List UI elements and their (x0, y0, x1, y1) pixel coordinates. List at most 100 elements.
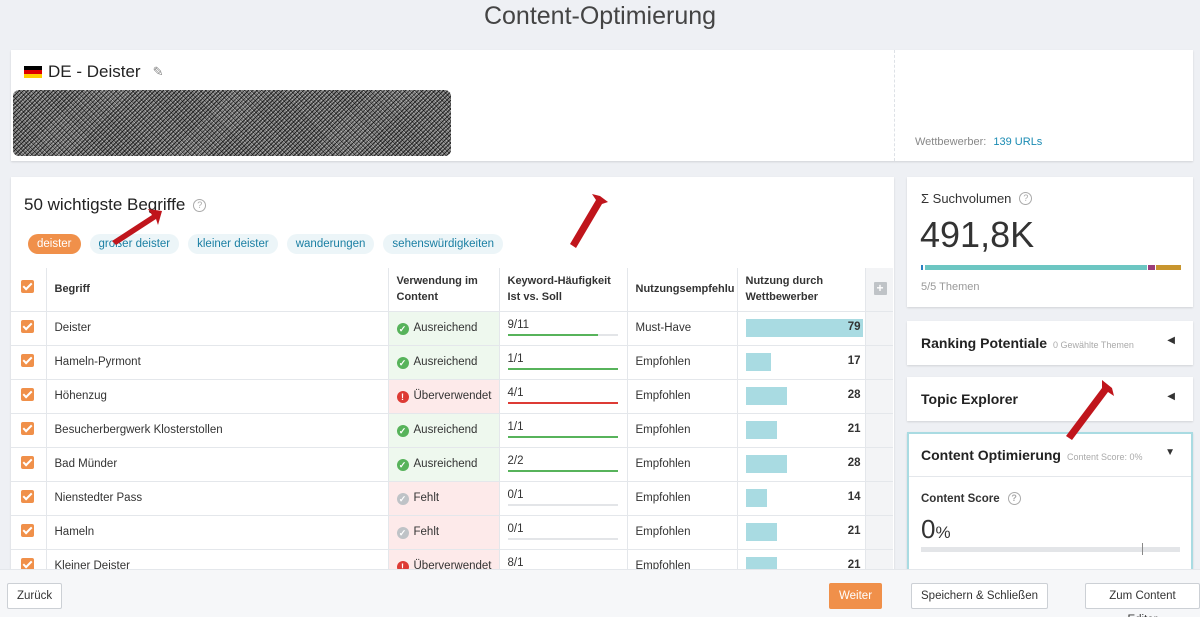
volume-segment (1155, 265, 1156, 270)
row-checkbox[interactable] (21, 524, 34, 537)
volume-segment (923, 265, 925, 270)
section-title: 50 wichtigste Begriffe ? (24, 195, 207, 215)
ranking-potential-panel[interactable]: Ranking Potentiale 0 Gewählte Themen ◀ (907, 321, 1193, 365)
column-header-usage-l2: Content (396, 291, 439, 304)
terms-card: 50 wichtigste Begriffe ? deister großer … (11, 177, 894, 569)
usage-cell: ! Überverwendet (388, 379, 500, 414)
row-checkbox-cell (11, 413, 47, 448)
caret-left-icon[interactable]: ◀ (1167, 335, 1175, 346)
column-header-recommendation[interactable]: Nutzungsempfehlu (627, 268, 738, 312)
term-cell: Kleiner Deister (46, 549, 389, 569)
frequency-bar (507, 470, 618, 472)
table-row[interactable]: Nienstedter Pass ✓ Fehlt 0/1 Empfohlen 14 (11, 481, 893, 516)
row-checkbox[interactable] (21, 354, 34, 367)
caret-down-icon[interactable]: ▼ (1165, 447, 1175, 458)
row-checkbox[interactable] (21, 558, 34, 569)
save-close-button[interactable]: Speichern & Schließen (911, 583, 1048, 609)
table-row[interactable]: Deister ✓ Ausreichend 9/11 Must-Have 79 (11, 311, 893, 346)
recommendation-cell: Empfohlen (627, 345, 738, 380)
footer-bar: Zurück Weiter Speichern & Schließen Zum … (0, 569, 1200, 617)
competitor-usage-value: 28 (847, 457, 861, 469)
next-button[interactable]: Weiter (829, 583, 883, 609)
frequency-wrap: 2/2 (507, 453, 618, 475)
term-cell: Deister (46, 311, 389, 346)
back-button[interactable]: Zurück (7, 583, 63, 609)
redacted-area (13, 90, 451, 156)
term-cell: Besucherbergwerk Klosterstollen (46, 413, 389, 448)
column-header-comp-l2: Wettbewerber (745, 291, 819, 304)
competitor-usage-value: 79 (847, 321, 861, 333)
frequency-fill (507, 436, 618, 438)
competitor-usage-value: 14 (847, 491, 861, 503)
recommendation-cell: Empfohlen (627, 413, 738, 448)
caret-left-icon[interactable]: ◀ (1167, 391, 1175, 402)
column-header-usage[interactable]: Verwendung im Content (388, 268, 500, 312)
topic-tag[interactable]: sehenswürdigkeiten (383, 234, 504, 254)
usage-cell: ✓ Ausreichend (388, 311, 500, 346)
status-icon: ! (396, 560, 409, 569)
frequency-cell: 9/11 (499, 311, 628, 346)
add-column-plus-icon[interactable]: + (873, 282, 887, 296)
topic-explorer-panel[interactable]: Topic Explorer ◀ (907, 377, 1193, 421)
table-row[interactable]: Hameln ✓ Fehlt 0/1 Empfohlen 21 (11, 515, 893, 550)
content-score-value: 0% (921, 514, 951, 545)
row-checkbox[interactable] (21, 456, 34, 469)
usage-cell: ✓ Ausreichend (388, 413, 500, 448)
frequency-wrap: 9/11 (507, 317, 618, 339)
competitor-usage-value: 21 (847, 559, 861, 569)
row-checkbox[interactable] (21, 320, 34, 333)
term-cell: Höhenzug (46, 379, 389, 414)
select-all-checkbox[interactable] (21, 280, 34, 294)
frequency-bar (507, 368, 618, 370)
row-checkbox[interactable] (21, 490, 34, 503)
table-row[interactable]: Höhenzug ! Überverwendet 4/1 Empfohlen 28 (11, 379, 893, 414)
competitor-usage-bar (745, 455, 787, 473)
content-optimization-title[interactable]: Content Optimierung Content Score: 0% (921, 447, 1143, 463)
table-row[interactable]: Kleiner Deister ! Überverwendet 8/1 Empfo… (11, 549, 893, 569)
term-cell: Hameln (46, 515, 389, 550)
term-cell: Nienstedter Pass (46, 481, 389, 516)
search-volume-label: Σ Suchvolumen (921, 191, 1012, 206)
competitors-link[interactable]: 139 URLs (993, 136, 1043, 148)
help-icon[interactable]: ? (1019, 192, 1033, 205)
recommendation-cell: Must-Have (627, 311, 738, 346)
table-row[interactable]: Bad Münder ✓ Ausreichend 2/2 Empfohlen 28 (11, 447, 893, 482)
competitor-usage-bar (745, 489, 767, 507)
frequency-text: 0/1 (507, 489, 524, 501)
column-header-competitors[interactable]: Nutzung durch Wettbewerber (737, 268, 866, 312)
topic-tag[interactable]: wanderungen (286, 234, 375, 254)
row-checkbox[interactable] (21, 422, 34, 435)
volume-segment (925, 265, 1147, 270)
frequency-fill (507, 334, 598, 336)
frequency-cell: 4/1 (499, 379, 628, 414)
row-spacer (865, 549, 893, 569)
project-card: DE - Deister ✎ Wettbewerber: 139 URLs (11, 50, 1193, 161)
frequency-wrap: 1/1 (507, 419, 618, 441)
content-editor-button[interactable]: Zum Content Editor (1085, 583, 1200, 617)
usage-text: Überverwendet (413, 559, 492, 570)
select-all-cell (11, 268, 47, 312)
frequency-text: 1/1 (507, 421, 524, 433)
topic-explorer-title: Topic Explorer (921, 391, 1018, 407)
project-header: DE - Deister ✎ (24, 62, 163, 82)
frequency-bar (507, 538, 618, 540)
topic-tag[interactable]: deister (28, 234, 81, 254)
help-icon[interactable]: ? (193, 198, 207, 212)
competitor-usage-cell: 28 (737, 379, 866, 414)
table-row[interactable]: Besucherbergwerk Klosterstollen ✓ Ausreic… (11, 413, 893, 448)
recommendation-cell: Empfohlen (627, 549, 738, 569)
column-header-comp-l1: Nutzung durch (745, 275, 824, 288)
frequency-text: 8/1 (507, 557, 524, 569)
table-row[interactable]: Hameln-Pyrmont ✓ Ausreichend 1/1 Empfohle… (11, 345, 893, 380)
content-score-unit: % (935, 523, 951, 542)
topic-tag[interactable]: kleiner deister (188, 234, 278, 254)
usage-cell: ✓ Ausreichend (388, 447, 500, 482)
help-icon[interactable]: ? (1007, 492, 1021, 505)
status-icon: ✓ (396, 526, 409, 539)
row-checkbox[interactable] (21, 388, 34, 401)
content-score-bar (921, 543, 1180, 555)
edit-pencil-icon[interactable]: ✎ (152, 64, 164, 79)
column-header-term[interactable]: Begriff (46, 268, 389, 312)
page-title: Content-Optimierung (483, 2, 717, 30)
column-header-frequency[interactable]: Keyword-Häufigkeit Ist vs. Soll (499, 268, 628, 312)
